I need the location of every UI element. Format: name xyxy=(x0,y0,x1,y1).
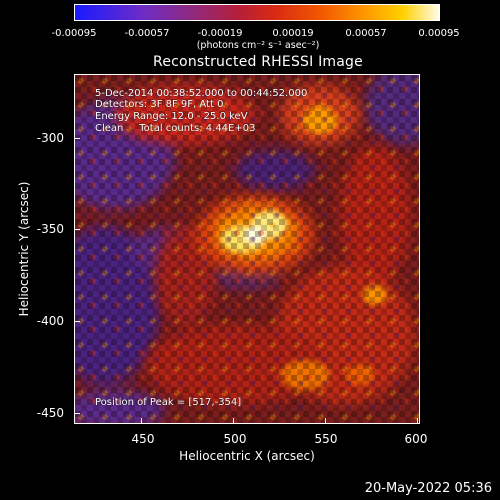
clean-counts-info: Clean Total counts: 4.44E+03 xyxy=(95,123,256,134)
detectors-info: Detectors: 3F 8F 9F, Att 0 xyxy=(95,99,224,110)
x-tick-mark xyxy=(325,418,326,424)
y-tick-mark xyxy=(74,321,80,322)
rhessi-image-map xyxy=(75,75,419,423)
x-tick-mark xyxy=(141,418,142,424)
y-tick-mark xyxy=(74,229,80,230)
y-tick-mark xyxy=(74,413,80,414)
y-tick-mark xyxy=(74,138,80,139)
colorbar-units: (photons cm⁻² s⁻¹ asec⁻²) xyxy=(196,40,320,51)
image-title: Reconstructed RHESSI Image xyxy=(153,54,363,70)
x-tick-label: 500 xyxy=(223,432,247,446)
y-tick-label: -400 xyxy=(36,314,64,328)
colorbar-tick: -0.00095 xyxy=(51,28,97,39)
x-tick-label: 450 xyxy=(131,432,155,446)
observation-time: 5-Dec-2014 00:38:52.000 to 00:44:52.000 xyxy=(95,88,308,99)
x-tick-label: 550 xyxy=(314,432,338,446)
x-axis-label: Heliocentric X (arcsec) xyxy=(179,449,315,463)
y-tick-label: -300 xyxy=(36,131,64,145)
y-tick-label: -450 xyxy=(36,406,64,420)
colorbar-tick: 0.00057 xyxy=(345,28,387,39)
colorbar-tick: -0.00057 xyxy=(124,28,170,39)
x-tick-mark xyxy=(233,418,234,424)
generation-timestamp: 20-May-2022 05:36 xyxy=(364,481,492,496)
rhessi-image xyxy=(74,74,420,424)
x-tick-label: 600 xyxy=(404,432,428,446)
colorbar-tick: 0.00019 xyxy=(272,28,314,39)
colorbar xyxy=(74,4,440,21)
y-tick-label: -350 xyxy=(36,222,64,236)
peak-position: Position of Peak = [517,-354] xyxy=(95,397,242,408)
colorbar-tick: 0.00095 xyxy=(418,28,460,39)
x-tick-mark xyxy=(417,418,418,424)
colorbar-tick: -0.00019 xyxy=(197,28,243,39)
energy-range-info: Energy Range: 12.0 - 25.0 keV xyxy=(95,111,248,122)
y-axis-label: Heliocentric Y (arcsec) xyxy=(17,181,31,317)
